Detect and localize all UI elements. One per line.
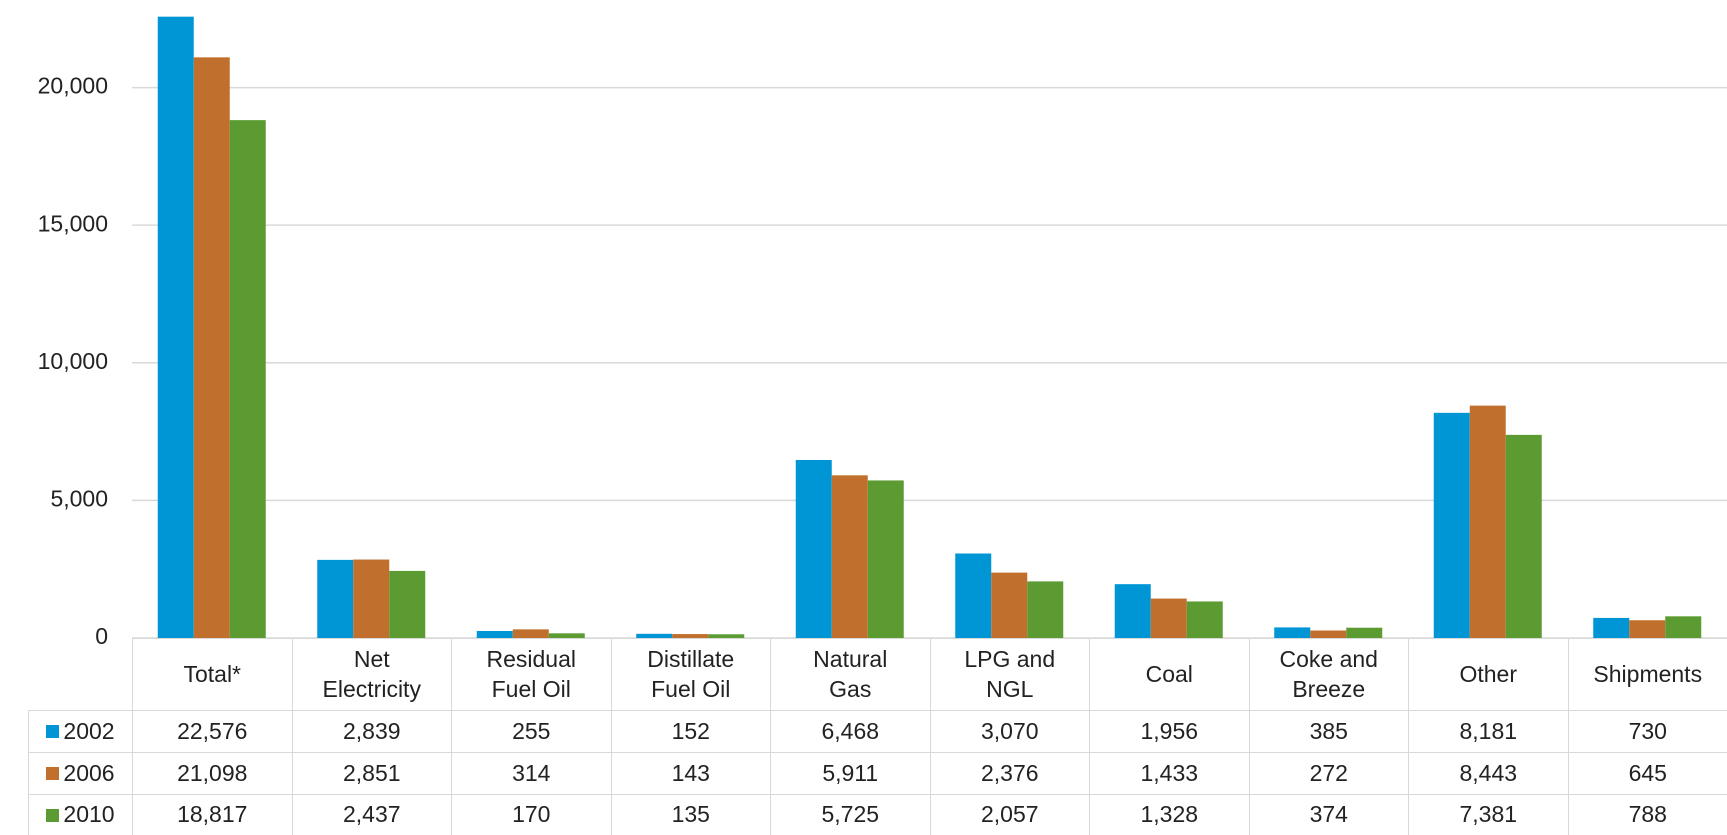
category-label: Coal: [1145, 660, 1193, 687]
table-value: 2,851: [291, 752, 452, 795]
bar: [317, 559, 354, 638]
bar: [1346, 627, 1383, 638]
bar: [708, 634, 745, 638]
bar: [1186, 601, 1223, 638]
y-tick-label: 10,000: [38, 348, 108, 374]
category-cell: Natural Gas: [770, 638, 931, 711]
category-cell: Net Electricity: [291, 638, 452, 711]
table-value: 2,437: [291, 794, 452, 835]
category-label: Natural Gas: [813, 645, 888, 702]
legend-cell: 2010: [28, 794, 133, 835]
bar: [353, 559, 390, 638]
table-value: 5,725: [770, 794, 931, 835]
legend-label: 2006: [63, 759, 115, 786]
bar: [991, 572, 1028, 638]
table-value: 255: [451, 710, 612, 753]
y-tick-label: 0: [95, 623, 108, 649]
bar: [1027, 581, 1064, 638]
table-value: 1,328: [1089, 794, 1250, 835]
table-value: 21,098: [132, 752, 293, 795]
y-tick-label: 5,000: [50, 485, 108, 511]
table-value: 5,911: [770, 752, 931, 795]
table-value: 788: [1567, 794, 1727, 835]
table-value: 18,817: [132, 794, 293, 835]
category-label: Shipments: [1593, 660, 1703, 687]
bar: [672, 634, 709, 638]
bar: [157, 16, 194, 639]
bar: [193, 57, 230, 638]
bar: [1469, 405, 1506, 638]
bar: [1433, 412, 1470, 638]
legend-cell: 2006: [28, 752, 133, 795]
y-tick-label: 20,000: [38, 73, 108, 99]
legend-swatch: [46, 725, 60, 738]
bar: [1274, 627, 1311, 638]
table-value: 2,057: [929, 794, 1090, 835]
bar: [1665, 616, 1702, 638]
table-value: 374: [1248, 794, 1409, 835]
table-value: 143: [610, 752, 771, 795]
y-tick-label: 15,000: [38, 210, 108, 236]
category-label: Distillate Fuel Oil: [647, 645, 735, 702]
category-label: Total*: [183, 660, 242, 687]
table-value: 385: [1248, 710, 1409, 753]
bar: [229, 120, 266, 639]
category-label: Coke and Breeze: [1279, 645, 1378, 702]
table-value: 314: [451, 752, 612, 795]
category-label: LPG and NGL: [964, 645, 1056, 702]
table-value: 3,070: [929, 710, 1090, 753]
table-value: 170: [451, 794, 612, 835]
table-value: 7,381: [1408, 794, 1569, 835]
table-value: 152: [610, 710, 771, 753]
table-value: 22,576: [132, 710, 293, 753]
bar: [512, 629, 549, 638]
bar: [1593, 617, 1630, 638]
table-value: 730: [1567, 710, 1727, 753]
category-cell: LPG and NGL: [929, 638, 1090, 711]
bar: [1114, 584, 1151, 638]
table-value: 645: [1567, 752, 1727, 795]
bar: [1505, 434, 1542, 638]
table-value: 1,433: [1089, 752, 1250, 795]
bar: [389, 570, 426, 638]
table-value: 8,443: [1408, 752, 1569, 795]
category-label: Residual Fuel Oil: [486, 645, 577, 702]
bar: [1310, 630, 1347, 638]
legend-cell: 2002: [28, 710, 133, 753]
legend-label: 2010: [63, 801, 115, 828]
legend-label: 2002: [63, 717, 115, 744]
bar: [548, 633, 585, 638]
table-value: 135: [610, 794, 771, 835]
table-value: 272: [1248, 752, 1409, 795]
bar: [1150, 598, 1187, 638]
bar: [795, 459, 832, 638]
bar: [955, 553, 992, 638]
legend-swatch: [46, 808, 60, 822]
bar: [867, 480, 904, 638]
category-cell: Coal: [1089, 638, 1250, 711]
category-label: Other: [1459, 660, 1518, 687]
legend-swatch: [46, 767, 60, 780]
bar: [831, 475, 868, 638]
category-cell: Coke and Breeze: [1248, 638, 1409, 711]
table-value: 1,956: [1089, 710, 1250, 753]
category-cell: Other: [1408, 638, 1569, 711]
category-cell: Distillate Fuel Oil: [610, 638, 771, 711]
category-label: Net Electricity: [322, 645, 421, 702]
category-cell: Residual Fuel Oil: [451, 638, 612, 711]
bar: [636, 633, 673, 638]
bar: [476, 630, 513, 638]
category-cell: Shipments: [1567, 638, 1727, 711]
table-value: 2,376: [929, 752, 1090, 795]
table-value: 6,468: [770, 710, 931, 753]
category-cell: Total*: [132, 638, 293, 711]
bar: [1629, 620, 1666, 638]
table-value: 8,181: [1408, 710, 1569, 753]
table-value: 2,839: [291, 710, 452, 753]
